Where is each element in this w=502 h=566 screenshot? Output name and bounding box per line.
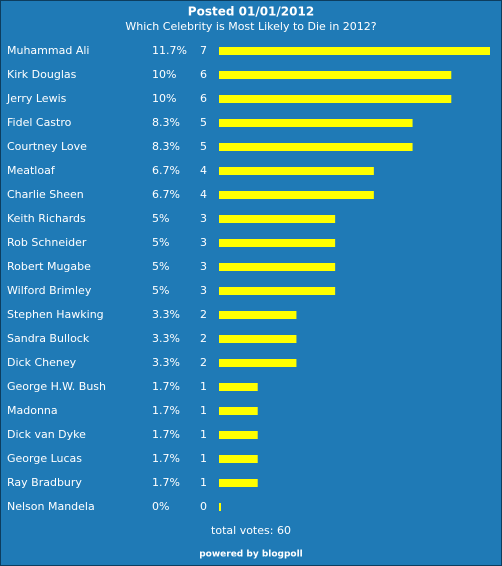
bar bbox=[219, 167, 374, 175]
percent-label: 1.7% bbox=[152, 476, 180, 489]
option-label: Rob Schneider bbox=[7, 236, 87, 249]
vote-count: 7 bbox=[200, 44, 207, 57]
bar bbox=[219, 215, 336, 223]
bar bbox=[219, 239, 336, 247]
option-label: Muhammad Ali bbox=[7, 44, 89, 57]
percent-label: 1.7% bbox=[152, 380, 180, 393]
option-label: Nelson Mandela bbox=[7, 500, 95, 513]
bar bbox=[219, 359, 297, 367]
option-label: Madonna bbox=[7, 404, 58, 417]
vote-count: 1 bbox=[200, 452, 207, 465]
bar bbox=[219, 143, 413, 151]
option-label: Keith Richards bbox=[7, 212, 86, 225]
bar bbox=[219, 47, 490, 55]
total-votes: total votes: 60 bbox=[211, 524, 291, 537]
vote-count: 1 bbox=[200, 428, 207, 441]
vote-count: 6 bbox=[200, 92, 207, 105]
vote-count: 1 bbox=[200, 380, 207, 393]
bar bbox=[219, 287, 336, 295]
bar bbox=[219, 71, 452, 79]
chart-subtitle: Which Celebrity is Most Likely to Die in… bbox=[125, 20, 376, 33]
option-label: Dick Cheney bbox=[7, 356, 77, 369]
percent-label: 6.7% bbox=[152, 188, 180, 201]
option-label: Robert Mugabe bbox=[7, 260, 91, 273]
bar bbox=[219, 191, 374, 199]
option-label: Meatloaf bbox=[7, 164, 56, 177]
vote-count: 2 bbox=[200, 356, 207, 369]
option-label: George Lucas bbox=[7, 452, 82, 465]
percent-label: 5% bbox=[152, 212, 169, 225]
percent-label: 10% bbox=[152, 92, 176, 105]
vote-count: 2 bbox=[200, 332, 207, 345]
percent-label: 11.7% bbox=[152, 44, 187, 57]
bar bbox=[219, 95, 452, 103]
option-label: Stephen Hawking bbox=[7, 308, 104, 321]
bar bbox=[219, 455, 258, 463]
percent-label: 5% bbox=[152, 260, 169, 273]
percent-label: 1.7% bbox=[152, 452, 180, 465]
vote-count: 6 bbox=[200, 68, 207, 81]
vote-count: 4 bbox=[200, 164, 207, 177]
option-label: Fidel Castro bbox=[7, 116, 72, 129]
option-label: Ray Bradbury bbox=[7, 476, 82, 489]
bar bbox=[219, 407, 258, 415]
option-label: Dick van Dyke bbox=[7, 428, 86, 441]
bar bbox=[219, 431, 258, 439]
percent-label: 0% bbox=[152, 500, 169, 513]
option-label: Wilford Brimley bbox=[7, 284, 92, 297]
vote-count: 0 bbox=[200, 500, 207, 513]
footer[interactable]: powered by blogpoll bbox=[199, 550, 303, 560]
bar bbox=[219, 311, 297, 319]
vote-count: 3 bbox=[200, 212, 207, 225]
percent-label: 10% bbox=[152, 68, 176, 81]
percent-label: 3.3% bbox=[152, 356, 180, 369]
percent-label: 6.7% bbox=[152, 164, 180, 177]
chart-title: Posted 01/01/2012 bbox=[188, 5, 314, 19]
percent-label: 3.3% bbox=[152, 332, 180, 345]
option-label: Sandra Bullock bbox=[7, 332, 90, 345]
bar bbox=[219, 503, 221, 511]
option-label: Courtney Love bbox=[7, 140, 87, 153]
vote-count: 5 bbox=[200, 116, 207, 129]
percent-label: 5% bbox=[152, 284, 169, 297]
option-label: Kirk Douglas bbox=[7, 68, 77, 81]
bar bbox=[219, 263, 336, 271]
vote-count: 3 bbox=[200, 236, 207, 249]
percent-label: 1.7% bbox=[152, 428, 180, 441]
vote-count: 1 bbox=[200, 404, 207, 417]
option-label: Jerry Lewis bbox=[6, 92, 67, 105]
percent-label: 5% bbox=[152, 236, 169, 249]
bar bbox=[219, 335, 297, 343]
vote-count: 4 bbox=[200, 188, 207, 201]
percent-label: 8.3% bbox=[152, 116, 180, 129]
vote-count: 1 bbox=[200, 476, 207, 489]
bar bbox=[219, 479, 258, 487]
percent-label: 1.7% bbox=[152, 404, 180, 417]
bar bbox=[219, 383, 258, 391]
vote-count: 3 bbox=[200, 260, 207, 273]
bar bbox=[219, 119, 413, 127]
option-label: Charlie Sheen bbox=[7, 188, 84, 201]
percent-label: 3.3% bbox=[152, 308, 180, 321]
option-label: George H.W. Bush bbox=[7, 380, 106, 393]
vote-count: 5 bbox=[200, 140, 207, 153]
vote-count: 3 bbox=[200, 284, 207, 297]
vote-count: 2 bbox=[200, 308, 207, 321]
percent-label: 8.3% bbox=[152, 140, 180, 153]
